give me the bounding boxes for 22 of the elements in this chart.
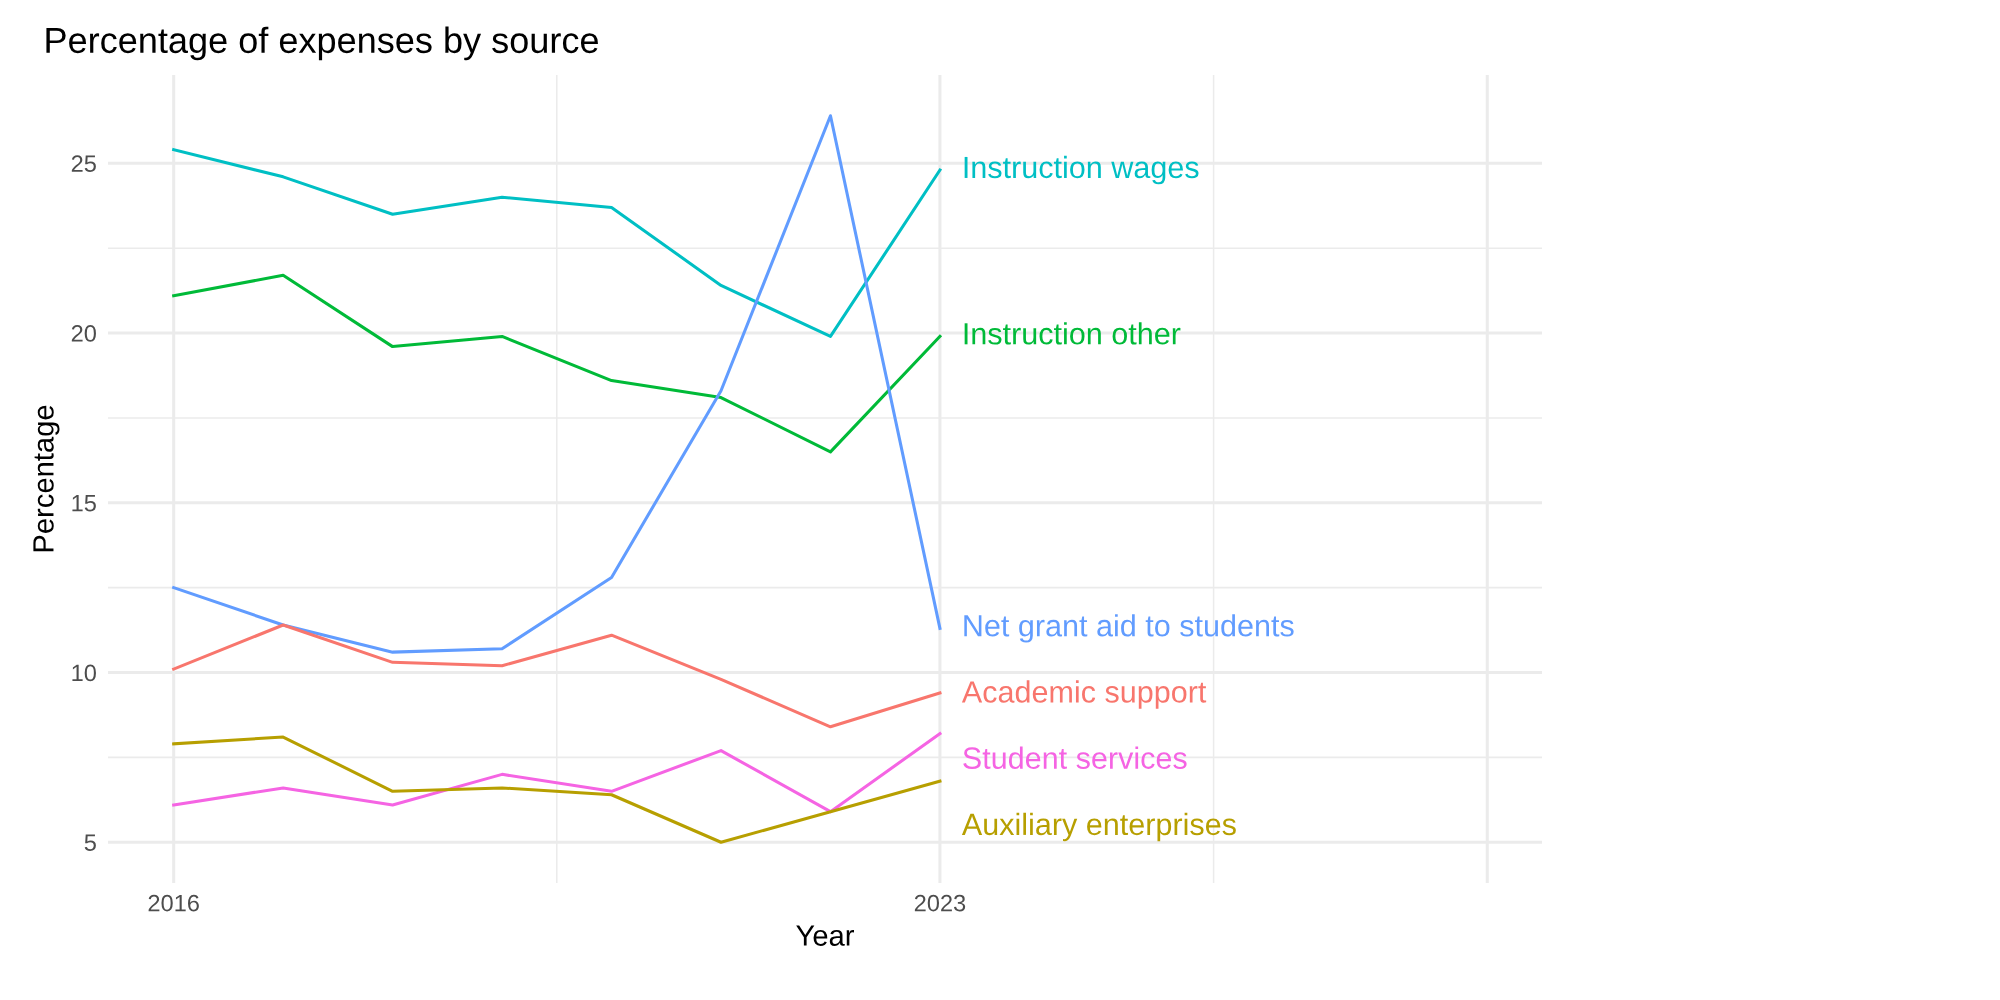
y-tick-label: 20 bbox=[71, 325, 96, 342]
line-series bbox=[172, 273, 942, 454]
y-axis-title: Percentage bbox=[33, 405, 60, 552]
series-label: Net grant aid to students bbox=[964, 614, 1294, 643]
line-series bbox=[172, 148, 942, 338]
series-label: Academic support bbox=[961, 680, 1207, 709]
series-label: Instruction other bbox=[964, 322, 1181, 345]
x-tick-label: 2016 bbox=[148, 894, 199, 912]
series-label: Instruction wages bbox=[964, 155, 1199, 185]
series-label: Auxiliary enterprises bbox=[961, 812, 1236, 842]
y-tick-label: 25 bbox=[71, 155, 96, 173]
series-label: Student services bbox=[963, 746, 1187, 769]
y-tick-label: 15 bbox=[72, 495, 96, 512]
x-tick-label: 2023 bbox=[914, 894, 966, 912]
line-series bbox=[172, 114, 942, 654]
line-series bbox=[172, 623, 942, 729]
line-series bbox=[172, 735, 942, 844]
line-series bbox=[172, 732, 942, 814]
chart-title: Percentage of expenses by source bbox=[46, 26, 598, 61]
y-tick-label: 10 bbox=[72, 664, 96, 682]
y-tick-label: 5 bbox=[84, 834, 96, 852]
x-axis-title: Year bbox=[796, 925, 854, 946]
